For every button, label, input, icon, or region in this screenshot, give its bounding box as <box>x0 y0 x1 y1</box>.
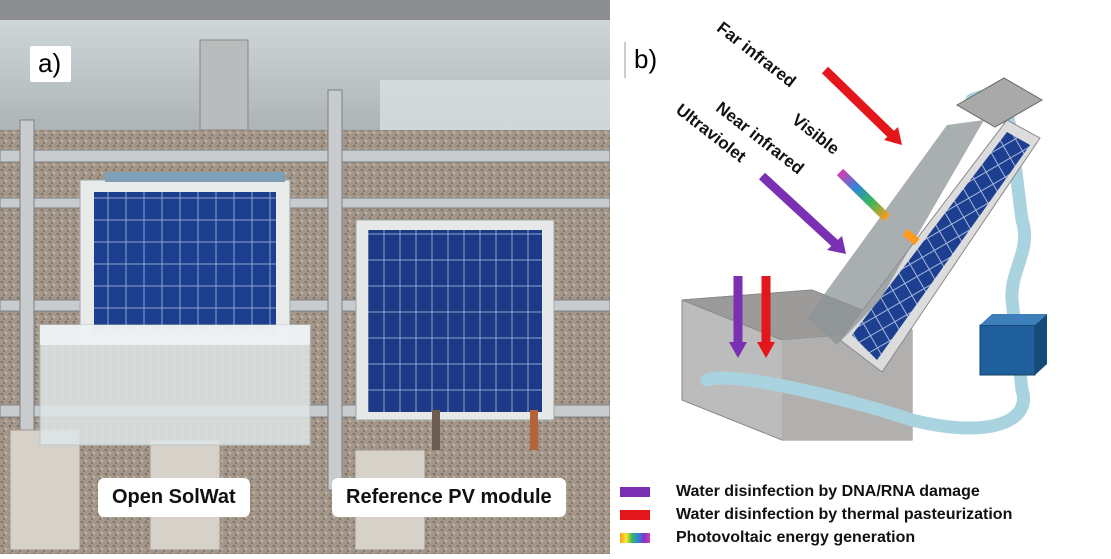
visible-ray <box>836 168 891 222</box>
far-infrared-arrowhead <box>884 127 902 145</box>
water-tank <box>39 324 311 446</box>
uv-tank-arrowhead <box>729 342 747 358</box>
glass-railing <box>380 80 610 130</box>
clamp <box>432 410 440 450</box>
ultraviolet-ray <box>758 172 844 252</box>
water-distributor <box>955 77 1044 128</box>
far-infrared-ray <box>821 66 901 144</box>
water-film <box>807 120 984 345</box>
legend-swatch-red <box>620 509 650 520</box>
ultraviolet-arrowhead <box>827 236 846 254</box>
water-distributor-bar <box>105 172 285 182</box>
solwat-schematic <box>681 66 1047 441</box>
legend-item: Photovoltaic energy generation <box>620 526 1110 549</box>
chimney <box>199 39 249 131</box>
pump <box>979 314 1047 376</box>
caption-reference-pv: Reference PV module <box>332 478 566 517</box>
photo-panel: a) Open SolWat Reference PV module <box>0 0 611 554</box>
rooftop-photo <box>0 0 611 554</box>
diagram-panel: Far infrared Visible Near infrared Ultra… <box>612 0 1111 554</box>
legend-swatch-rainbow <box>620 532 650 543</box>
legend: Water disinfection by DNA/RNA damage Wat… <box>620 480 1110 549</box>
legend-text: Photovoltaic energy generation <box>676 528 916 546</box>
legend-text: Water disinfection by thermal pasteuriza… <box>676 505 1013 523</box>
legend-swatch-purple <box>620 486 650 497</box>
pv-arrow <box>902 228 920 246</box>
panel-label-b: b) <box>624 42 668 78</box>
reference-pv-panel <box>355 219 555 421</box>
legend-item: Water disinfection by thermal pasteuriza… <box>620 503 1110 526</box>
legend-item: Water disinfection by DNA/RNA damage <box>620 480 1110 503</box>
open-solwat-panel <box>79 172 291 346</box>
tilted-pv-panel <box>839 119 1041 373</box>
panel-label-a: a) <box>30 46 72 82</box>
clamp <box>530 410 538 450</box>
ir-tank-arrowhead <box>757 342 775 358</box>
legend-text: Water disinfection by DNA/RNA damage <box>676 482 980 500</box>
solar-rays <box>729 66 920 358</box>
caption-open-solwat: Open SolWat <box>98 478 250 517</box>
